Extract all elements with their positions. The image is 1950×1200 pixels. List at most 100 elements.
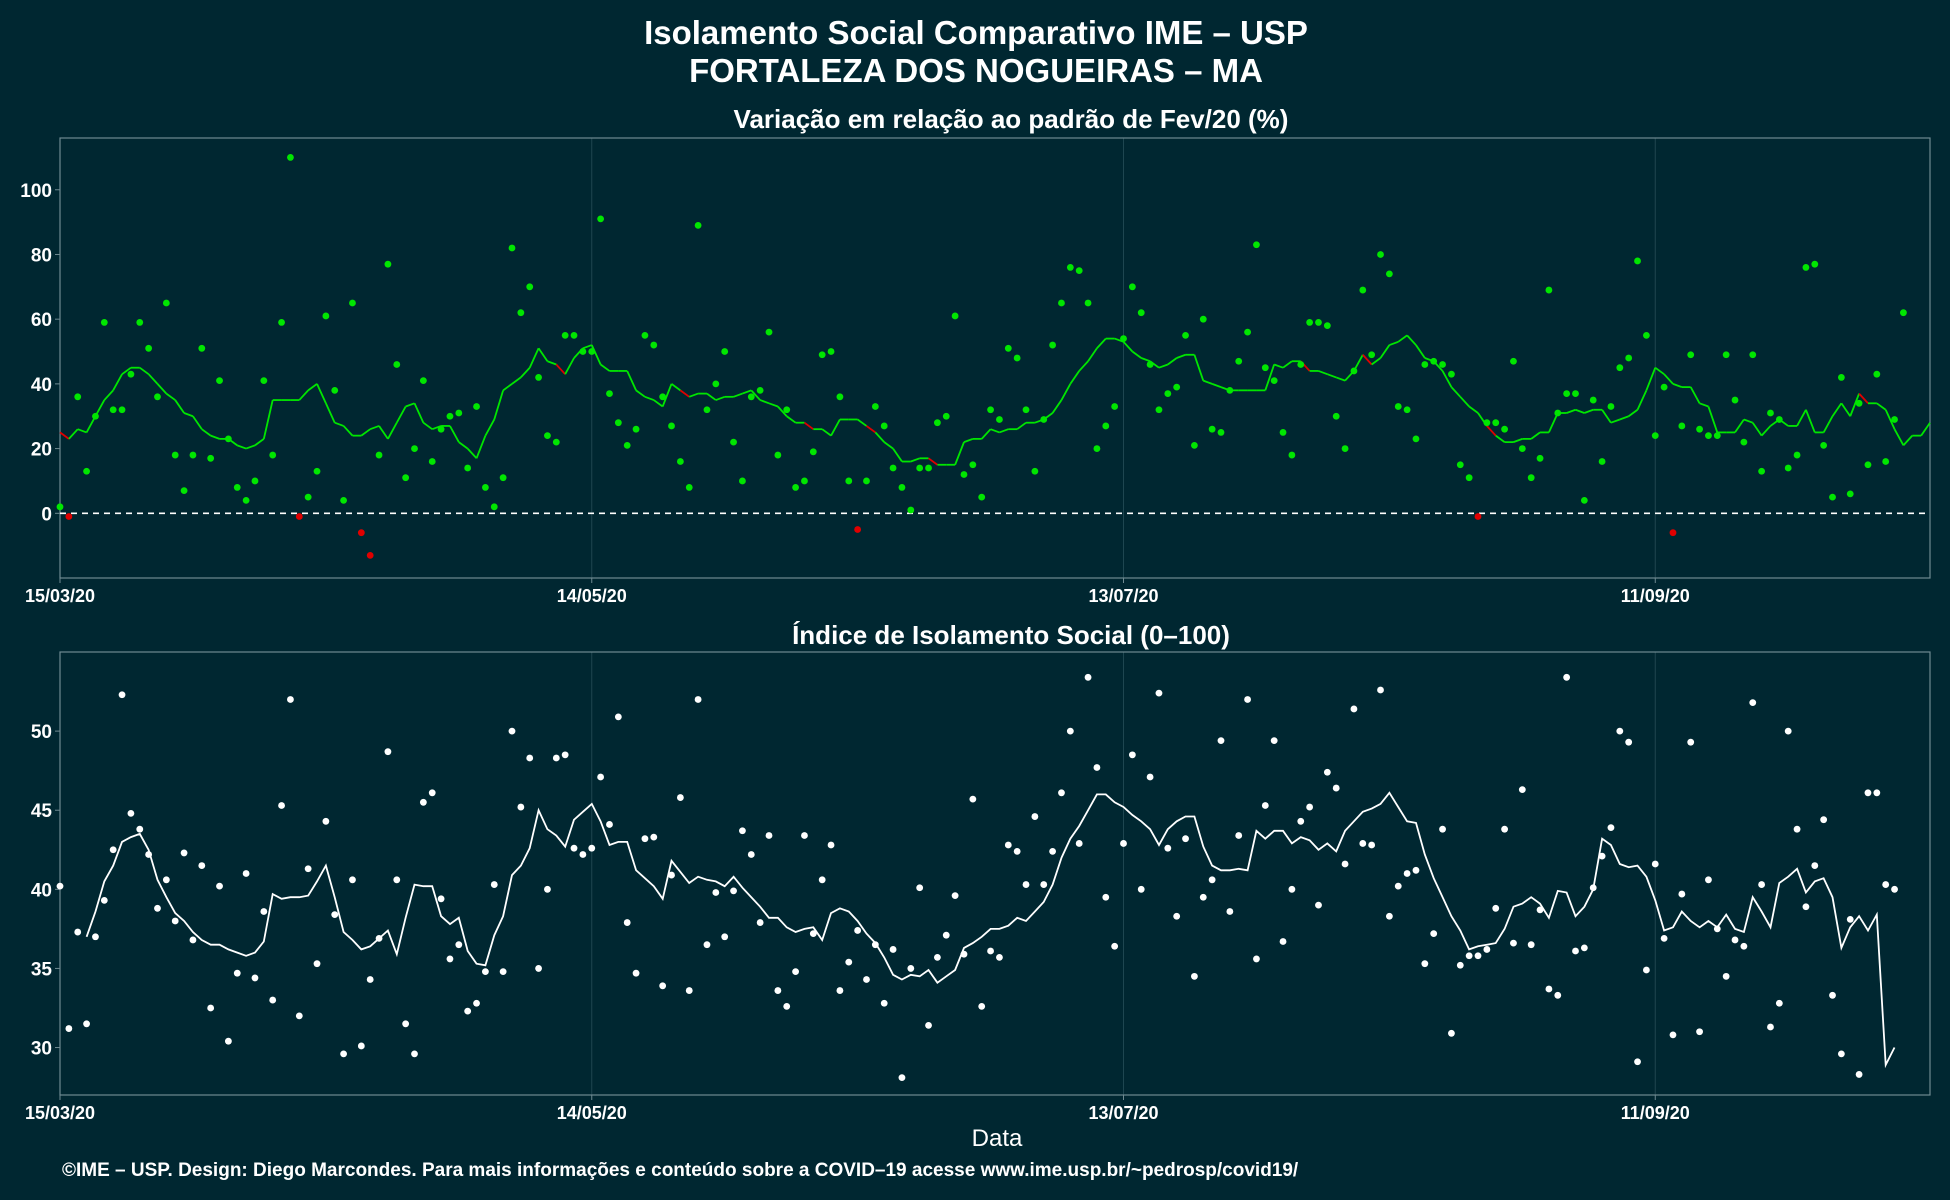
moving-average-segment — [1069, 370, 1080, 385]
data-point — [216, 882, 223, 890]
moving-average-segment — [245, 444, 256, 450]
data-point — [960, 950, 968, 958]
data-point — [1900, 309, 1907, 317]
moving-average-segment — [1849, 393, 1860, 417]
data-point — [1749, 699, 1757, 707]
data-point — [1678, 422, 1686, 430]
data-point — [419, 377, 427, 385]
data-point — [1820, 441, 1828, 449]
data-point — [783, 406, 791, 414]
data-point — [233, 969, 241, 977]
data-point — [1004, 841, 1012, 849]
data-point — [455, 409, 463, 417]
data-point — [1510, 357, 1517, 365]
moving-average-segment — [1327, 373, 1337, 379]
data-point — [739, 827, 746, 835]
data-point — [118, 691, 126, 699]
data-point — [1297, 817, 1305, 825]
data-point — [1111, 403, 1119, 410]
data-point — [1261, 364, 1269, 372]
moving-average-segment — [600, 363, 611, 372]
data-point — [242, 496, 250, 504]
data-point — [464, 1007, 472, 1015]
data-point — [1128, 751, 1136, 759]
data-point — [1385, 912, 1393, 920]
data-point — [1465, 474, 1473, 482]
moving-average-segment — [715, 395, 726, 401]
data-point — [1660, 383, 1668, 391]
data-point — [304, 865, 312, 873]
moving-average-segment — [1397, 334, 1408, 343]
data-point — [1049, 341, 1057, 349]
data-point — [490, 881, 498, 888]
moving-average-segment — [1495, 434, 1506, 443]
data-point — [1678, 890, 1686, 898]
moving-average-segment — [112, 373, 123, 391]
data-point — [1642, 331, 1650, 339]
data-point — [1040, 881, 1048, 888]
data-point — [74, 928, 82, 936]
moving-average-segment — [1335, 376, 1346, 382]
data-point — [765, 832, 773, 839]
moving-average-segment — [475, 435, 487, 459]
data-point — [1022, 406, 1030, 414]
data-point — [641, 331, 649, 339]
data-point — [827, 841, 835, 849]
moving-average-segment — [77, 428, 87, 434]
moving-average-segment — [307, 383, 318, 392]
data-point — [278, 319, 285, 326]
moving-average-segment — [661, 383, 673, 407]
data-point — [1093, 764, 1101, 771]
data-point — [544, 432, 551, 440]
data-point — [74, 393, 82, 401]
data-point — [393, 876, 401, 884]
moving-average-segment — [103, 389, 114, 401]
data-point — [1430, 930, 1438, 938]
data-point — [1164, 844, 1172, 852]
moving-average-segment — [1167, 357, 1178, 366]
data-point — [1235, 357, 1243, 365]
moving-average-segment — [1601, 409, 1612, 424]
data-point — [712, 889, 720, 896]
data-point — [1226, 908, 1234, 915]
data-point — [1634, 257, 1641, 265]
data-point — [907, 965, 915, 972]
data-point — [1554, 991, 1562, 999]
moving-average-segment — [413, 402, 425, 424]
moving-average-segment — [547, 360, 557, 366]
data-point — [1368, 841, 1376, 849]
moving-average-segment — [342, 425, 354, 437]
y-tick-label: 60 — [31, 310, 52, 331]
data-point — [1740, 438, 1748, 446]
data-point — [1235, 832, 1243, 839]
data-point — [127, 370, 135, 378]
data-point — [1891, 416, 1898, 423]
data-point — [659, 982, 667, 990]
y-tick-label: 0 — [41, 504, 52, 525]
data-point — [552, 754, 560, 762]
data-point — [1359, 286, 1367, 294]
moving-average-segment — [1619, 415, 1629, 421]
moving-average-segment — [750, 389, 761, 401]
data-point — [730, 438, 737, 446]
moving-average-segment — [1893, 428, 1905, 446]
data-point — [907, 506, 915, 514]
data-point — [756, 386, 764, 394]
data-point — [1102, 893, 1110, 901]
data-point — [1164, 390, 1172, 397]
data-point — [402, 1020, 410, 1028]
data-point — [1270, 377, 1278, 385]
data-point — [1244, 328, 1251, 336]
data-point — [774, 987, 782, 994]
panel-border — [59, 651, 1931, 1096]
y-tick-label: 40 — [31, 375, 52, 396]
data-point — [579, 851, 587, 858]
moving-average-segment — [954, 441, 965, 466]
data-point — [428, 458, 436, 465]
moving-average-segment — [777, 405, 788, 417]
data-point — [251, 477, 259, 485]
data-point — [951, 312, 959, 320]
data-point — [1093, 445, 1101, 452]
moving-average-segment — [653, 399, 664, 408]
data-point — [836, 987, 844, 994]
